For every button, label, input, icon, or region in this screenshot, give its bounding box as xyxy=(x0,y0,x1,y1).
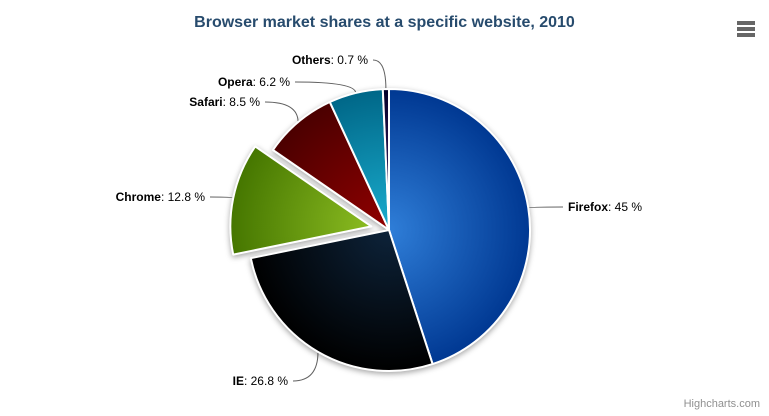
label-connector-firefox xyxy=(527,206,564,209)
label-connector-others xyxy=(372,59,387,90)
chart-title: Browser market shares at a specific webs… xyxy=(194,14,575,31)
data-label-firefox: Firefox: 45 % xyxy=(568,200,642,214)
pie-slice-chrome[interactable] xyxy=(229,145,373,256)
hamburger-icon xyxy=(737,21,755,37)
pie-slice-ie[interactable] xyxy=(249,229,434,372)
data-labels: Firefox: 45 % IE: 26.8 % Chrome: 12.8 % Saf… xyxy=(116,53,643,388)
credits-link[interactable]: Highcharts.com xyxy=(683,398,760,410)
label-connector-safari xyxy=(264,101,299,123)
data-label-opera: Opera: 6.2 % xyxy=(218,75,290,89)
pie-slice-firefox[interactable] xyxy=(388,88,532,366)
label-connector-ie xyxy=(292,351,319,382)
data-label-ie: IE: 26.8 % xyxy=(233,374,289,388)
data-label-others: Others: 0.7 % xyxy=(292,53,368,67)
context-menu-button[interactable] xyxy=(737,21,755,39)
data-label-chrome: Chrome: 12.8 % xyxy=(116,190,206,204)
pie-slice-others[interactable] xyxy=(381,87,390,231)
label-connector-opera xyxy=(294,81,357,94)
pie-slices xyxy=(229,87,532,372)
label-connector-chrome xyxy=(209,196,234,199)
data-label-safari: Safari: 8.5 % xyxy=(189,95,260,109)
